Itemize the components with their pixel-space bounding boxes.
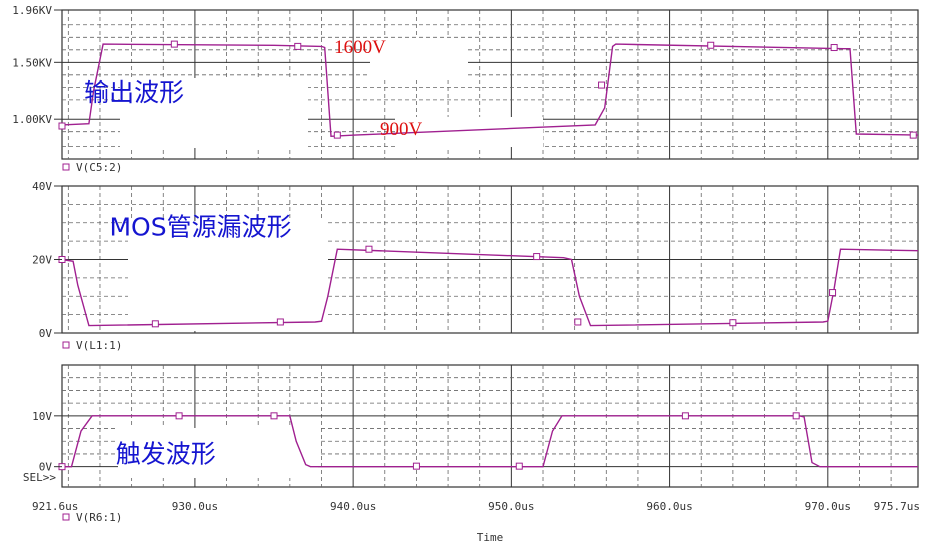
series-marker <box>58 122 66 130</box>
label-mask <box>118 428 318 478</box>
waveform-label: MOS管源漏波形 <box>109 213 291 242</box>
series-marker <box>276 318 284 326</box>
y-tick-label: 20V <box>32 254 52 267</box>
x-tick-label: 940.0us <box>330 500 376 513</box>
series-marker <box>792 412 800 420</box>
series-marker <box>729 319 737 327</box>
series-marker <box>681 412 689 420</box>
y-tick-label: 40V <box>32 180 52 193</box>
y-tick-label: 1.00KV <box>12 113 52 126</box>
series-marker <box>333 131 341 139</box>
y-tick-label: 1.50KV <box>12 56 52 69</box>
series-marker <box>707 41 715 49</box>
x-tick-label: 970.0us <box>805 500 851 513</box>
label-mask <box>120 78 308 148</box>
x-tick-label: 975.7us <box>874 500 920 513</box>
waveform-label: 输出波形 <box>84 78 184 107</box>
series-marker <box>574 318 582 326</box>
series-marker <box>909 131 917 139</box>
series-line-trigger <box>62 415 918 468</box>
series-marker <box>294 42 302 50</box>
waveform-label: 触发波形 <box>116 440 216 469</box>
series-marker <box>598 81 606 89</box>
legend-label-mos: V(L1:1) <box>76 339 122 352</box>
series-marker <box>412 462 420 470</box>
label-mask <box>128 221 328 331</box>
series-marker <box>170 40 178 48</box>
x-tick-label: 921.6us <box>32 500 78 513</box>
value-annotation: 900V <box>380 119 423 140</box>
series-marker <box>533 253 541 261</box>
selector-label: SEL>> <box>23 471 56 484</box>
label-mask <box>370 38 468 80</box>
x-axis-title: Time <box>477 531 504 544</box>
series-marker <box>515 462 523 470</box>
series-line-output <box>61 43 919 138</box>
legend-label-trigger: V(R6:1) <box>76 511 122 524</box>
legend-label-output: V(C5:2) <box>76 161 122 174</box>
x-tick-label: 950.0us <box>488 500 534 513</box>
legend-swatch <box>62 163 70 171</box>
series-marker <box>365 245 373 253</box>
series-marker <box>829 289 837 297</box>
panel-frame-trigger <box>61 364 919 488</box>
y-tick-label: 10V <box>32 410 52 423</box>
x-tick-label: 960.0us <box>646 500 692 513</box>
series-line-mos <box>61 248 919 327</box>
legend-swatch <box>62 341 70 349</box>
series-marker <box>830 44 838 52</box>
legend-swatch <box>62 513 70 521</box>
series-marker <box>151 320 159 328</box>
x-tick-label: 930.0us <box>172 500 218 513</box>
series-marker <box>175 412 183 420</box>
series-marker <box>270 412 278 420</box>
y-tick-label: 0V <box>39 327 53 340</box>
y-tick-label: 1.96KV <box>12 4 52 17</box>
y-tick-label: 0V <box>39 461 53 474</box>
value-annotation: 1600V <box>334 37 386 58</box>
